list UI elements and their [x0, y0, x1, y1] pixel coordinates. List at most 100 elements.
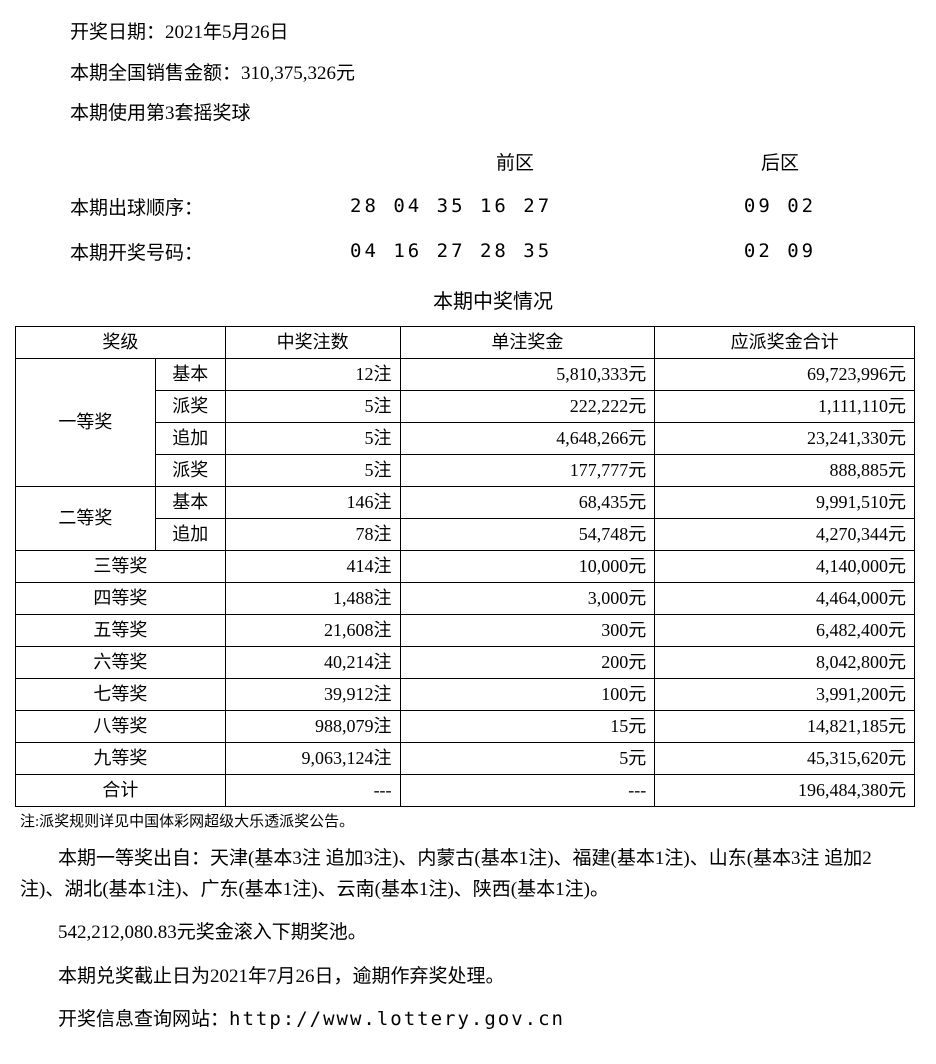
winning-label: 本期开奖号码： [70, 238, 350, 265]
cell-level: 八等奖 [16, 710, 226, 742]
table-row: 七等奖 39,912注 100元 3,991,200元 [16, 678, 915, 710]
cell-unit: 68,435元 [400, 486, 655, 518]
table-row: 三等奖 414注 10,000元 4,140,000元 [16, 550, 915, 582]
winning-back: 02 09 [680, 240, 880, 262]
cell-count: 78注 [225, 518, 400, 550]
cell-level: 六等奖 [16, 646, 226, 678]
website-line: 开奖信息查询网站：http://www.lottery.gov.cn [20, 1004, 906, 1035]
table-row: 二等奖 基本 146注 68,435元 9,991,510元 [16, 486, 915, 518]
website-url: http://www.lottery.gov.cn [229, 1008, 565, 1030]
cell-unit: 100元 [400, 678, 655, 710]
cell-level: 五等奖 [16, 614, 226, 646]
cell-level: 九等奖 [16, 742, 226, 774]
deadline-line: 本期兑奖截止日为2021年7月26日，逾期作弃奖处理。 [20, 961, 906, 992]
front-header: 前区 [350, 148, 680, 175]
cell-level: 三等奖 [16, 550, 226, 582]
cell-count: 146注 [225, 486, 400, 518]
cell-count: 5注 [225, 390, 400, 422]
table-row: 八等奖 988,079注 15元 14,821,185元 [16, 710, 915, 742]
cell-total: 23,241,330元 [655, 422, 915, 454]
table-row: 四等奖 1,488注 3,000元 4,464,000元 [16, 582, 915, 614]
website-label: 开奖信息查询网站： [58, 1009, 229, 1030]
cell-unit: 15元 [400, 710, 655, 742]
cell-unit: --- [400, 774, 655, 806]
draw-order-row: 本期出球顺序： 28 04 35 16 27 09 02 [70, 193, 916, 220]
cell-unit: 3,000元 [400, 582, 655, 614]
prize-table: 奖级 中奖注数 单注奖金 应派奖金合计 一等奖 基本 12注 5,810,333… [15, 326, 915, 807]
cell-level: 四等奖 [16, 582, 226, 614]
cell-level: 合计 [16, 774, 226, 806]
table-total-row: 合计 --- --- 196,484,380元 [16, 774, 915, 806]
table-row: 五等奖 21,608注 300元 6,482,400元 [16, 614, 915, 646]
cell-count: 21,608注 [225, 614, 400, 646]
cell-level: 七等奖 [16, 678, 226, 710]
cell-count: 12注 [225, 358, 400, 390]
cell-count: 1,488注 [225, 582, 400, 614]
winning-front: 04 16 27 28 35 [350, 240, 680, 262]
cell-count: --- [225, 774, 400, 806]
cell-total: 196,484,380元 [655, 774, 915, 806]
cell-count: 39,912注 [225, 678, 400, 710]
cell-total: 45,315,620元 [655, 742, 915, 774]
cell-sub: 追加 [155, 422, 225, 454]
winning-row: 本期开奖号码： 04 16 27 28 35 02 09 [70, 238, 916, 265]
table-header-row: 奖级 中奖注数 单注奖金 应派奖金合计 [16, 326, 915, 358]
numbers-header: 前区 后区 [70, 148, 916, 175]
cell-sub: 追加 [155, 518, 225, 550]
back-header: 后区 [680, 148, 880, 175]
th-total: 应派奖金合计 [655, 326, 915, 358]
cell-count: 9,063,124注 [225, 742, 400, 774]
draw-order-label: 本期出球顺序： [70, 193, 350, 220]
winners-paragraph: 本期一等奖出自：天津(基本3注 追加3注)、内蒙古(基本1注)、福建(基本1注)… [20, 843, 906, 906]
table-row: 九等奖 9,063,124注 5元 45,315,620元 [16, 742, 915, 774]
cell-total: 1,111,110元 [655, 390, 915, 422]
table-title: 本期中奖情况 [70, 285, 916, 314]
cell-unit: 10,000元 [400, 550, 655, 582]
cell-total: 4,140,000元 [655, 550, 915, 582]
cell-count: 414注 [225, 550, 400, 582]
cell-total: 9,991,510元 [655, 486, 915, 518]
cell-total: 8,042,800元 [655, 646, 915, 678]
cell-unit: 177,777元 [400, 454, 655, 486]
cell-unit: 200元 [400, 646, 655, 678]
cell-count: 988,079注 [225, 710, 400, 742]
lottery-announcement: 开奖日期：2021年5月26日 本期全国销售金额：310,375,326元 本期… [0, 0, 936, 1056]
cell-unit: 300元 [400, 614, 655, 646]
cell-unit: 5,810,333元 [400, 358, 655, 390]
cell-total: 4,270,344元 [655, 518, 915, 550]
cell-total: 14,821,185元 [655, 710, 915, 742]
sales-value: 310,375,326元 [241, 63, 355, 84]
sales-label: 本期全国销售金额： [70, 63, 241, 84]
cell-sub: 派奖 [155, 390, 225, 422]
cell-total: 6,482,400元 [655, 614, 915, 646]
cell-total: 4,464,000元 [655, 582, 915, 614]
cell-unit: 222,222元 [400, 390, 655, 422]
cell-unit: 5元 [400, 742, 655, 774]
cell-unit: 54,748元 [400, 518, 655, 550]
draw-date-value: 2021年5月26日 [165, 22, 289, 43]
cell-sub: 基本 [155, 358, 225, 390]
cell-total: 3,991,200元 [655, 678, 915, 710]
cell-count: 40,214注 [225, 646, 400, 678]
tier1-label: 一等奖 [16, 358, 156, 486]
cell-total: 69,723,996元 [655, 358, 915, 390]
table-row: 一等奖 基本 12注 5,810,333元 69,723,996元 [16, 358, 915, 390]
th-count: 中奖注数 [225, 326, 400, 358]
note-rules: 注:派奖规则详见中国体彩网超级大乐透派奖公告。 [20, 810, 916, 831]
tier2-label: 二等奖 [16, 486, 156, 550]
cell-count: 5注 [225, 422, 400, 454]
draw-order-back: 09 02 [680, 195, 880, 217]
nh-spacer [70, 148, 350, 175]
cell-count: 5注 [225, 454, 400, 486]
cell-unit: 4,648,266元 [400, 422, 655, 454]
sales-line: 本期全国销售金额：310,375,326元 [70, 61, 916, 88]
draw-order-front: 28 04 35 16 27 [350, 195, 680, 217]
numbers-section: 前区 后区 本期出球顺序： 28 04 35 16 27 09 02 本期开奖号… [70, 148, 916, 265]
table-row: 六等奖 40,214注 200元 8,042,800元 [16, 646, 915, 678]
draw-date-line: 开奖日期：2021年5月26日 [70, 20, 916, 47]
th-level: 奖级 [16, 326, 226, 358]
rollover-line: 542,212,080.83元奖金滚入下期奖池。 [20, 917, 906, 948]
cell-sub: 基本 [155, 486, 225, 518]
th-unit: 单注奖金 [400, 326, 655, 358]
draw-date-label: 开奖日期： [70, 22, 165, 43]
